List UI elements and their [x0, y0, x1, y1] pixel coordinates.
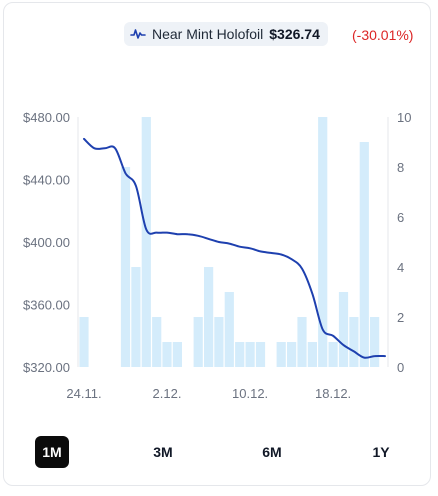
volume-bar [349, 317, 359, 367]
volume-bar [235, 342, 245, 367]
volume-bar [214, 317, 224, 367]
volume-bar [162, 342, 172, 367]
y-right-tick-label: 4 [397, 260, 404, 275]
range-tab-6m[interactable]: 6M [262, 444, 282, 460]
range-tab-1m[interactable]: 1M [35, 436, 69, 468]
time-range-tabs: 1M 3M 6M 1Y [0, 436, 438, 468]
volume-bar [245, 342, 255, 367]
x-tick-label: 24.11. [66, 386, 101, 401]
volume-bar [359, 142, 369, 367]
legend-item[interactable]: Near Mint Holofoil $326.74 [124, 22, 328, 46]
volume-bar [276, 342, 286, 367]
legend-change: (-30.01%) [352, 27, 414, 43]
y-right-tick-label: 6 [397, 210, 404, 225]
y-right-tick-label: 0 [397, 360, 404, 375]
volume-bar [152, 317, 162, 367]
y-left-tick-label: $360.00 [23, 298, 70, 313]
legend-price: $326.74 [269, 26, 320, 42]
y-left-tick-label: $320.00 [23, 360, 70, 375]
volume-bar [224, 292, 234, 367]
volume-bar [338, 292, 349, 367]
volume-bar [328, 342, 338, 367]
y-left-tick-label: $400.00 [23, 235, 70, 250]
volume-bar [172, 342, 182, 367]
range-tab-1y[interactable]: 1Y [372, 444, 390, 460]
range-tab-3m[interactable]: 3M [153, 444, 173, 460]
volume-bar [287, 342, 297, 367]
y-right-tick-label: 2 [397, 310, 404, 325]
x-tick-label: 18.12. [315, 386, 351, 401]
price-line [83, 137, 386, 359]
y-left-tick-label: $480.00 [23, 110, 70, 125]
y-right-tick-label: 8 [397, 160, 404, 175]
chart-card [3, 2, 431, 486]
legend-series-name: Near Mint Holofoil [152, 26, 264, 42]
volume-bar [131, 267, 141, 367]
x-tick-label: 10.12. [232, 386, 268, 401]
volume-bar [255, 342, 266, 367]
price-volume-chart: $480.00 $440.00 $400.00 $360.00 $320.00 10 8 6 4… [23, 110, 411, 401]
volume-bar [204, 267, 214, 367]
volume-bar [79, 317, 89, 367]
volume-bar [307, 342, 317, 367]
volume-bar [120, 167, 131, 367]
y-left-tick-label: $440.00 [23, 173, 70, 188]
volume-bar [297, 317, 307, 367]
x-tick-label: 2.12. [153, 386, 182, 401]
volume-bar [193, 317, 203, 367]
y-right-tick-label: 10 [397, 110, 411, 125]
volume-bar [318, 117, 328, 367]
sparkline-icon [130, 28, 146, 40]
volume-bar [141, 117, 151, 367]
volume-bar [370, 317, 380, 367]
